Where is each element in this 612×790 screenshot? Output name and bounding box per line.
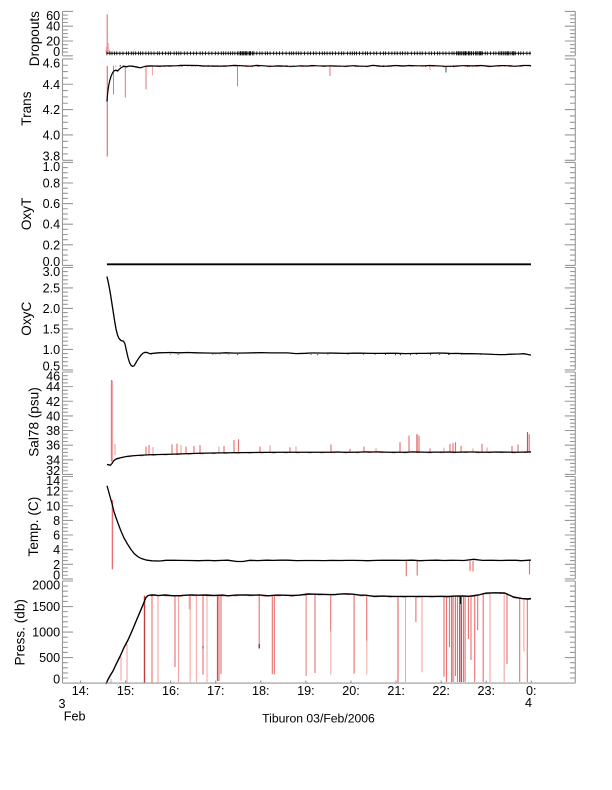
svg-text:4: 4: [525, 696, 532, 710]
svg-text:OxyC: OxyC: [19, 302, 34, 336]
svg-text:2.0: 2.0: [43, 302, 61, 316]
svg-text:2000: 2000: [32, 579, 60, 593]
svg-text:22:: 22:: [432, 684, 450, 698]
svg-text:500: 500: [39, 651, 60, 665]
svg-text:OxyT: OxyT: [19, 198, 34, 230]
svg-text:0.8: 0.8: [43, 177, 61, 191]
svg-text:Feb: Feb: [64, 709, 86, 723]
svg-text:38: 38: [46, 424, 60, 438]
svg-text:2: 2: [53, 558, 60, 572]
svg-text:4.4: 4.4: [43, 78, 61, 92]
svg-text:60: 60: [46, 9, 60, 23]
svg-text:46: 46: [46, 370, 60, 384]
svg-text:0.4: 0.4: [43, 218, 61, 232]
svg-text:2.5: 2.5: [43, 282, 61, 296]
svg-text:10: 10: [46, 499, 60, 513]
svg-text:4.6: 4.6: [43, 56, 61, 70]
svg-text:4: 4: [53, 543, 60, 557]
svg-text:34: 34: [46, 453, 60, 467]
svg-text:17:: 17:: [207, 684, 225, 698]
svg-text:40: 40: [46, 409, 60, 423]
svg-text:Dropouts: Dropouts: [27, 11, 42, 66]
svg-text:18:: 18:: [252, 684, 270, 698]
svg-text:36: 36: [46, 439, 60, 453]
svg-text:0: 0: [53, 568, 60, 582]
svg-text:3: 3: [58, 697, 65, 711]
svg-text:Trans: Trans: [19, 91, 34, 125]
svg-text:0.2: 0.2: [43, 238, 61, 252]
svg-text:1.5: 1.5: [43, 322, 61, 336]
svg-text:1.0: 1.0: [43, 160, 61, 174]
svg-text:8: 8: [53, 514, 60, 528]
svg-text:Press. (db): Press. (db): [13, 599, 28, 665]
svg-text:23:: 23:: [477, 684, 495, 698]
svg-text:3.0: 3.0: [43, 265, 61, 279]
svg-text:Temp. (C): Temp. (C): [26, 497, 41, 557]
svg-text:0: 0: [53, 673, 60, 687]
svg-text:44: 44: [46, 380, 60, 394]
svg-text:20:: 20:: [342, 684, 360, 698]
svg-text:40: 40: [46, 20, 60, 34]
svg-text:21:: 21:: [387, 684, 405, 698]
svg-text:Tiburon 03/Feb/2006: Tiburon 03/Feb/2006: [262, 711, 375, 725]
svg-text:12: 12: [46, 485, 60, 499]
svg-text:0.5: 0.5: [43, 359, 61, 373]
svg-text:16:: 16:: [162, 684, 180, 698]
svg-text:3.8: 3.8: [43, 150, 61, 164]
svg-text:1.0: 1.0: [43, 343, 61, 357]
svg-text:42: 42: [46, 395, 60, 409]
svg-text:Sal78 (psu): Sal78 (psu): [26, 387, 41, 457]
svg-text:6: 6: [53, 529, 60, 543]
svg-text:20: 20: [46, 35, 60, 49]
svg-text:4.2: 4.2: [43, 103, 61, 117]
svg-text:0.6: 0.6: [43, 197, 61, 211]
svg-text:0:: 0:: [526, 684, 537, 698]
svg-text:14:: 14:: [72, 684, 90, 698]
svg-text:1000: 1000: [32, 626, 60, 640]
svg-text:15:: 15:: [117, 684, 135, 698]
svg-text:0: 0: [53, 45, 60, 59]
svg-text:1500: 1500: [32, 600, 60, 614]
svg-text:19:: 19:: [297, 684, 315, 698]
svg-text:32: 32: [46, 464, 60, 478]
svg-text:0.0: 0.0: [43, 255, 61, 269]
svg-text:14: 14: [46, 474, 60, 488]
svg-text:4.0: 4.0: [43, 128, 61, 142]
